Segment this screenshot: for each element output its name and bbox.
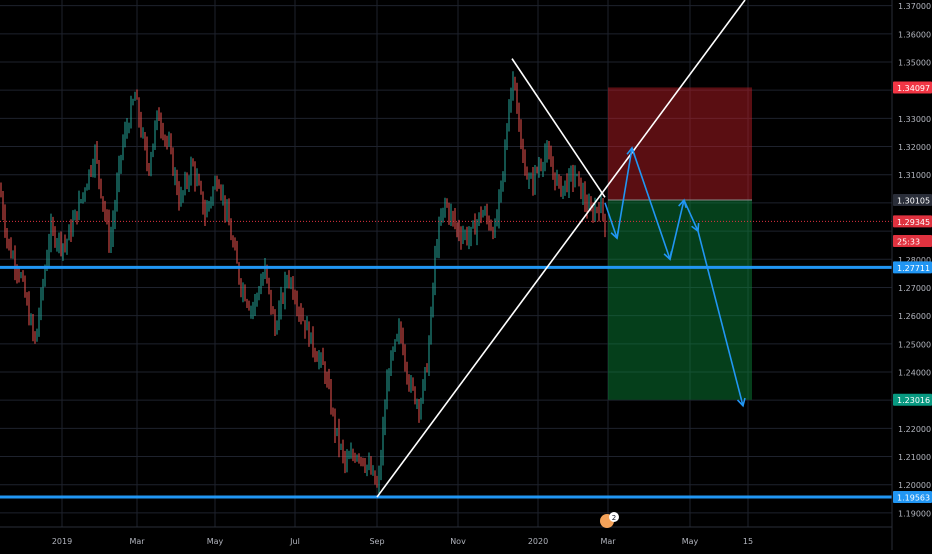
x-tick-label: Jul [289, 537, 300, 546]
stop-loss-zone [608, 87, 752, 200]
price-badge-bg [893, 193, 932, 206]
projection-arrow [683, 199, 699, 232]
price-badge-bg [893, 491, 932, 504]
x-tick-label: 2019 [52, 537, 72, 546]
projection-arrow [616, 147, 633, 239]
price-badges: 1.34097 1.30105 1.29345 25:33 1.27711 1.23016… [893, 81, 932, 504]
projection-arrow [631, 147, 671, 260]
price-badge-text: 1.29345 [897, 218, 930, 227]
drawing-lines [0, 0, 892, 499]
x-tick-label: May [207, 537, 224, 546]
y-tick-label: 1.33000 [898, 115, 931, 124]
take-profit-zone [608, 199, 752, 400]
x-tick-label: Mar [129, 537, 145, 546]
price-badge-text: 25:33 [897, 237, 920, 246]
price-badge: 1.27711 [893, 261, 932, 274]
tradingview-logo: 2 [600, 512, 619, 528]
y-tick-label: 1.37000 [898, 2, 931, 11]
uptrend-line [376, 0, 746, 498]
trade-position-zones [608, 87, 752, 400]
price-badge-text: 1.34097 [897, 84, 930, 93]
y-tick-label: 1.20000 [898, 481, 931, 490]
y-tick-label: 1.26000 [898, 312, 931, 321]
price-badge: 1.34097 [893, 81, 932, 94]
x-tick-label: May [682, 537, 699, 546]
price-badge-text: 1.23016 [897, 396, 930, 405]
y-tick-label: 1.27000 [898, 284, 931, 293]
price-badge: 1.30105 [893, 193, 932, 206]
x-tick-label: Sep [369, 537, 384, 546]
price-badge-text: 1.30105 [897, 196, 930, 205]
y-tick-label: 1.22000 [898, 425, 931, 434]
price-badge-bg [893, 81, 932, 94]
y-tick-label: 1.24000 [898, 369, 931, 378]
grid [0, 0, 892, 527]
price-badge-bg [893, 215, 932, 228]
price-badge: 1.19563 [893, 491, 932, 504]
y-tick-label: 1.28000 [898, 256, 931, 265]
price-badge: 1.29345 [893, 215, 932, 228]
y-tick-label: 1.19000 [898, 509, 931, 518]
price-badge: 25:33 [893, 234, 932, 247]
notification-badge-bg [609, 512, 619, 522]
y-tick-label: 1.31000 [898, 171, 931, 180]
y-tick-label: 1.21000 [898, 453, 931, 462]
price-badge-bg [893, 261, 932, 274]
projection-arrow [604, 202, 618, 239]
x-tick-label: Nov [450, 537, 466, 546]
price-badge-bg [893, 234, 932, 247]
y-tick-label: 1.35000 [898, 59, 931, 68]
x-tick-label: 2020 [528, 537, 548, 546]
x-tick-label: Mar [600, 537, 616, 546]
y-tick-label: 1.36000 [898, 30, 931, 39]
x-tick-label: 15 [743, 537, 753, 546]
projection-arrowhead [736, 397, 746, 408]
projection-arrow [697, 230, 744, 407]
price-badge: 1.23016 [893, 393, 932, 406]
notification-badge-count: 2 [612, 514, 616, 522]
price-badge-text: 1.27711 [897, 264, 930, 273]
price-badge-text: 1.19563 [897, 494, 930, 503]
price-badge-bg [893, 393, 932, 406]
projection-arrow [669, 199, 685, 260]
downtrend-line [511, 58, 606, 198]
candles [0, 71, 606, 496]
y-tick-label: 1.25000 [898, 340, 931, 349]
y-tick-label: 1.32000 [898, 143, 931, 152]
